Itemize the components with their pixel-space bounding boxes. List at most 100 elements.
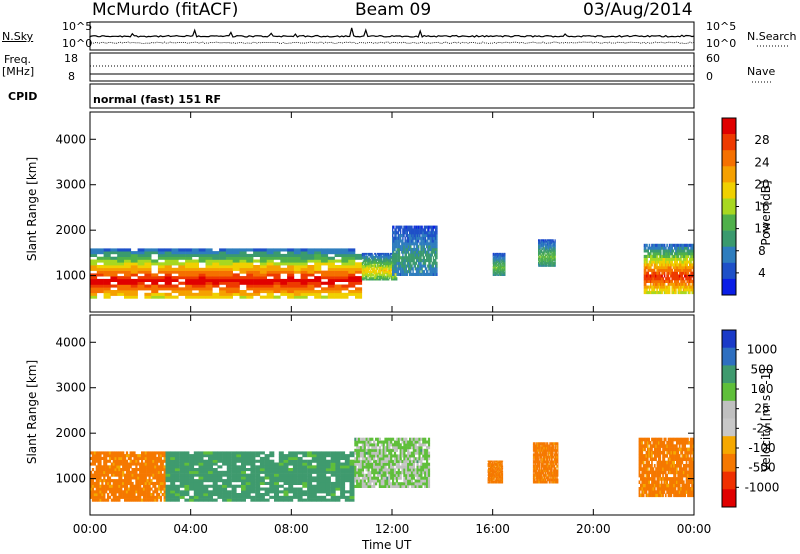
heatmap-cell-power (551, 263, 553, 266)
heatmap-cell-power (144, 256, 152, 260)
heatmap-cell-power (413, 247, 415, 251)
heatmap-cell-power (382, 277, 384, 279)
heatmap-cell-power (419, 270, 421, 274)
heatmap-cell-power (657, 260, 660, 264)
heatmap-cell-power (552, 257, 554, 260)
heatmap-cell-power (428, 259, 430, 263)
heatmap-cell-vel (157, 487, 161, 491)
heatmap-cell-vel (226, 462, 232, 466)
heatmap-cell-power (392, 253, 394, 257)
heatmap-cell-power (690, 268, 692, 272)
heatmap-cell-power (367, 268, 369, 270)
heatmap-cell-vel (91, 451, 95, 455)
heatmap-cell-power (543, 263, 544, 266)
heatmap-cell-power (643, 274, 646, 278)
heatmap-cell-vel (184, 468, 190, 472)
heatmap-cell-vel (170, 498, 176, 502)
heatmap-cell-vel (108, 495, 112, 499)
heatmap-cell-power (550, 251, 551, 254)
heatmap-cell-power (498, 256, 499, 259)
heatmap-cell-power (646, 271, 648, 275)
heatmap-cell-vel (122, 462, 125, 466)
heatmap-cell-power (551, 251, 553, 254)
heatmap-cell-power (539, 259, 541, 261)
heatmap-cell-vel (101, 495, 104, 499)
heatmap-cell-power (386, 271, 388, 273)
heatmap-cell-power (554, 259, 555, 261)
heatmap-cell-power (501, 259, 503, 261)
heatmap-cell-vel (144, 468, 147, 472)
heatmap-cell-power (433, 267, 436, 271)
heatmap-cell-power (499, 252, 500, 255)
heatmap-cell-power (396, 253, 398, 257)
heatmap-cell-power (367, 265, 369, 267)
heatmap-cell-power (552, 242, 554, 245)
heatmap-cell-power (373, 263, 375, 266)
heatmap-cell-power (300, 265, 308, 269)
heatmap-cell-power (501, 266, 503, 269)
heatmap-cell-vel (131, 490, 134, 494)
heatmap-cell-power (371, 277, 373, 279)
heatmap-cell-power (555, 262, 556, 264)
heatmap-cell-power (546, 245, 547, 248)
heatmap-cell-vel (255, 459, 261, 463)
heatmap-cell-power (266, 273, 274, 277)
heatmap-cell-power (668, 285, 671, 289)
heatmap-cell-power (348, 273, 356, 277)
heatmap-cell-power (548, 252, 549, 255)
heatmap-cell-power (103, 248, 111, 252)
heatmap-cell-vel (110, 468, 113, 472)
heatmap-cell-power (550, 254, 552, 257)
heatmap-cell-power (386, 278, 388, 281)
heatmap-cell-vel (97, 498, 100, 502)
heatmap-cell-power (246, 278, 254, 282)
heatmap-cell-vel (259, 481, 265, 485)
heatmap-cell-vel (125, 465, 129, 469)
heatmap-cell-power (124, 256, 132, 260)
heatmap-cell-power (191, 253, 199, 257)
heatmap-cell-vel (133, 487, 136, 491)
heatmap-cell-power (667, 266, 670, 270)
heatmap-cell-vel (231, 465, 237, 469)
heatmap-cell-power (500, 255, 502, 257)
heatmap-cell-power (685, 266, 687, 270)
heatmap-cell-power (178, 276, 186, 280)
heatmap-cell-power (681, 271, 683, 275)
heatmap-cell-power (381, 265, 383, 267)
heatmap-cell-vel (131, 481, 134, 485)
heatmap-cell-power (496, 264, 498, 266)
heatmap-cell-vel (193, 490, 199, 494)
heatmap-cell-power (658, 274, 661, 278)
heatmap-cell-power (675, 291, 677, 295)
nsky-strip (89, 21, 695, 51)
nsky-label: N.Sky (2, 30, 34, 43)
heatmap-cell-vel (231, 487, 237, 491)
heatmap-cell-power (423, 247, 426, 251)
heatmap-cell-vel (283, 470, 289, 474)
heatmap-cell-power (395, 259, 397, 263)
heatmap-cell-vel (90, 479, 93, 483)
heatmap-cell-vel (112, 459, 115, 463)
heatmap-cell-power (549, 243, 550, 246)
heatmap-cell-power (370, 255, 372, 258)
heatmap-cell-power (413, 272, 415, 276)
heatmap-cell-power (663, 252, 666, 256)
heatmap-cell-power (648, 263, 651, 267)
heatmap-cell-vel (159, 498, 162, 502)
heatmap-cell-power (548, 239, 549, 242)
heatmap-cell-power (405, 259, 407, 263)
heatmap-cell-power (498, 266, 499, 269)
nave-tick-top: 60 (706, 52, 720, 65)
heatmap-cell-power (366, 252, 368, 255)
heatmap-cell-power (420, 259, 422, 263)
heatmap-cell-vel (91, 498, 95, 502)
heatmap-cell-vel (222, 473, 228, 477)
heatmap-cell-power (219, 278, 227, 282)
heatmap-cell-vel (236, 493, 242, 497)
heatmap-cell-vel (259, 495, 265, 499)
heatmap-cell-vel (112, 473, 115, 477)
heatmap-cell-power (655, 257, 657, 261)
heatmap-cell-vel (245, 479, 251, 483)
heatmap-cell-power (538, 259, 539, 261)
heatmap-cell-power (307, 253, 315, 257)
